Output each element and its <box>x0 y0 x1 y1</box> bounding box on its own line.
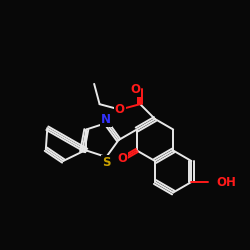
Text: O: O <box>115 103 125 116</box>
Text: O: O <box>130 83 140 96</box>
Text: N: N <box>101 112 111 126</box>
Text: OH: OH <box>216 176 236 188</box>
Text: S: S <box>102 156 110 170</box>
Text: O: O <box>117 152 127 166</box>
